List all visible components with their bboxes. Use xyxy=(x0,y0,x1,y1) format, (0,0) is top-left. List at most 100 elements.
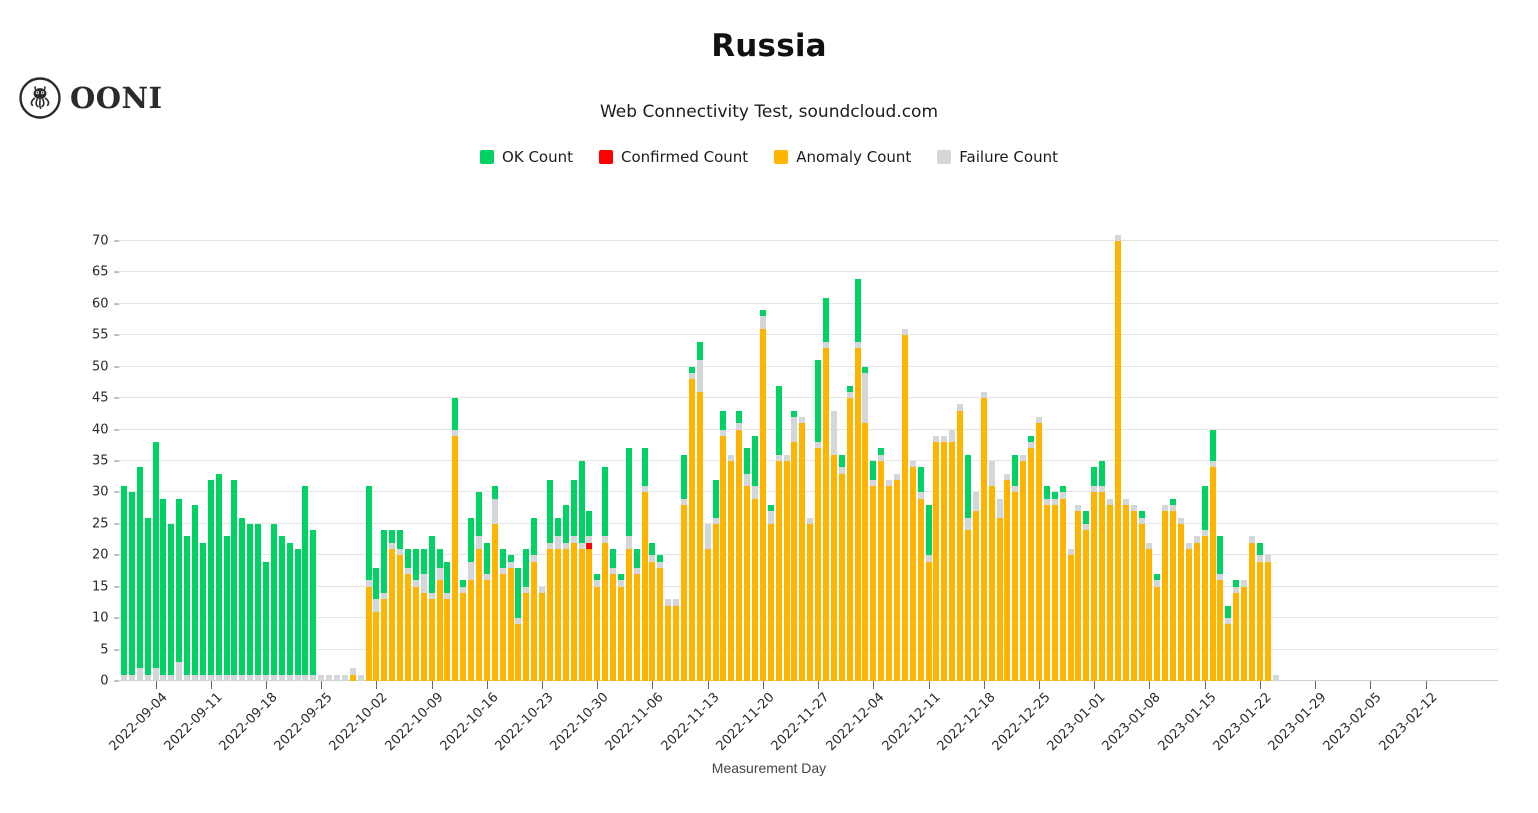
bar-segment-anomaly xyxy=(586,549,593,681)
bar-segment-anomaly xyxy=(531,561,538,681)
bar-segment-failure xyxy=(507,561,514,568)
bar-segment-anomaly xyxy=(752,498,759,681)
bar-segment-anomaly xyxy=(428,599,435,681)
bar-segment-anomaly xyxy=(909,467,916,681)
bar-segment-failure xyxy=(570,536,577,543)
bar-segment-failure xyxy=(168,674,175,681)
bar-segment-failure xyxy=(1248,536,1255,543)
bar-segment-ok xyxy=(499,549,506,568)
bar-segment-failure xyxy=(1146,542,1153,549)
y-tick-label-60: 60– xyxy=(91,296,120,312)
x-tick-mark xyxy=(1039,681,1040,689)
bar-segment-failure xyxy=(1051,498,1058,505)
legend-swatch-ok xyxy=(480,150,495,164)
x-tick-label: 2023-01-29 xyxy=(1265,690,1330,755)
bar-segment-failure xyxy=(121,674,127,681)
bar-segment-anomaly xyxy=(491,523,498,681)
bar-segment-failure xyxy=(349,668,356,675)
x-tick-label: 2023-01-15 xyxy=(1155,690,1220,755)
bar-segment-ok xyxy=(262,561,269,675)
bar-segment-ok xyxy=(373,567,380,600)
bar-segment-ok xyxy=(444,561,451,593)
gridline-35 xyxy=(120,460,1498,461)
bar-segment-anomaly xyxy=(846,398,853,681)
bar-segment-failure xyxy=(460,586,467,593)
bar-segment-anomaly xyxy=(665,605,672,681)
x-tick-mark xyxy=(1259,681,1261,689)
bar-segment-failure xyxy=(673,599,680,606)
bar-segment-ok xyxy=(199,542,206,675)
bar-segment-ok xyxy=(231,479,238,675)
bar-segment-failure xyxy=(878,454,885,461)
bar-segment-anomaly xyxy=(736,429,743,681)
x-tick-mark xyxy=(376,681,378,689)
bar-segment-anomaly xyxy=(578,549,585,681)
bar-segment-ok xyxy=(744,448,751,474)
x-tick-label: 2022-11-27 xyxy=(768,690,833,755)
bar-segment-failure xyxy=(136,668,143,681)
bar-segment-ok xyxy=(468,517,475,562)
bar-segment-anomaly xyxy=(823,347,830,681)
bar-segment-anomaly xyxy=(949,442,956,681)
bar-segment-anomaly xyxy=(728,461,735,681)
legend-item-ok[interactable]: OK Count xyxy=(480,148,573,166)
bar-segment-failure xyxy=(499,567,506,575)
bar-segment-ok xyxy=(862,366,869,373)
bar-segment-ok xyxy=(586,511,593,537)
bar-segment-failure xyxy=(539,586,546,593)
y-axis: 0– 5– 10– 15– 20– 25– 30– 35– 40– 45– 50– 55– 60– 65–… xyxy=(60,234,120,689)
bar-segment-failure xyxy=(846,391,853,399)
bar-segment-failure xyxy=(602,536,609,543)
bar-segment-ok xyxy=(191,505,198,675)
bar-segment-anomaly xyxy=(870,486,877,681)
bar-segment-failure xyxy=(649,555,656,562)
bar-segment-ok xyxy=(917,467,924,493)
bar-segment-failure xyxy=(546,542,553,549)
bar-segment-failure xyxy=(310,674,317,681)
bar-segment-failure xyxy=(215,674,222,681)
bar-segment-failure xyxy=(326,674,333,681)
x-tick-label: 2022-10-23 xyxy=(492,690,557,755)
bar-segment-anomaly xyxy=(507,567,514,681)
legend-item-anomaly[interactable]: Anomaly Count xyxy=(774,148,911,166)
bar-segment-failure xyxy=(1185,542,1192,549)
bar-segment-ok xyxy=(736,410,743,424)
legend-label-failure: Failure Count xyxy=(959,148,1058,166)
bar-segment-anomaly xyxy=(925,561,932,681)
bar-segment-anomaly xyxy=(988,486,995,681)
bar-segment-failure xyxy=(294,674,301,681)
y-tick-label-45: 45– xyxy=(91,390,120,406)
bar-segment-ok xyxy=(838,454,845,468)
x-axis-title: Measurement Day xyxy=(711,760,827,776)
bar-segment-anomaly xyxy=(901,335,908,681)
x-tick-label: 2022-10-16 xyxy=(437,690,502,755)
bar-segment-anomaly xyxy=(602,542,609,681)
bar-segment-anomaly xyxy=(1256,561,1263,681)
x-tick-label: 2022-10-02 xyxy=(326,690,392,755)
bar-segment-ok xyxy=(1170,498,1177,505)
bar-segment-failure xyxy=(688,373,695,380)
bar-segment-failure xyxy=(657,561,664,568)
bar-segment-failure xyxy=(1099,486,1106,493)
bar-segment-ok xyxy=(562,505,569,543)
bar-segment-ok xyxy=(775,385,782,455)
bar-segment-ok xyxy=(428,536,435,593)
bar-segment-ok xyxy=(460,580,467,587)
legend-item-confirmed[interactable]: Confirmed Count xyxy=(599,148,748,166)
bar-segment-anomaly xyxy=(894,479,901,681)
bar-segment-failure xyxy=(199,674,206,681)
bar-segment-anomaly xyxy=(681,505,688,681)
bar-segment-anomaly xyxy=(515,624,522,681)
bar-segment-failure xyxy=(610,567,617,575)
bar-segment-ok xyxy=(854,278,861,342)
bar-segment-anomaly xyxy=(562,549,569,681)
bar-segment-ok xyxy=(1225,605,1232,619)
bar-segment-anomaly xyxy=(957,410,964,681)
bar-segment-anomaly xyxy=(1217,580,1224,681)
legend-item-failure[interactable]: Failure Count xyxy=(937,148,1058,166)
bar-segment-failure xyxy=(531,555,538,562)
bar-segment-ok xyxy=(1233,580,1240,587)
bar-segment-anomaly xyxy=(878,461,885,681)
bar-segment-failure xyxy=(870,479,877,487)
